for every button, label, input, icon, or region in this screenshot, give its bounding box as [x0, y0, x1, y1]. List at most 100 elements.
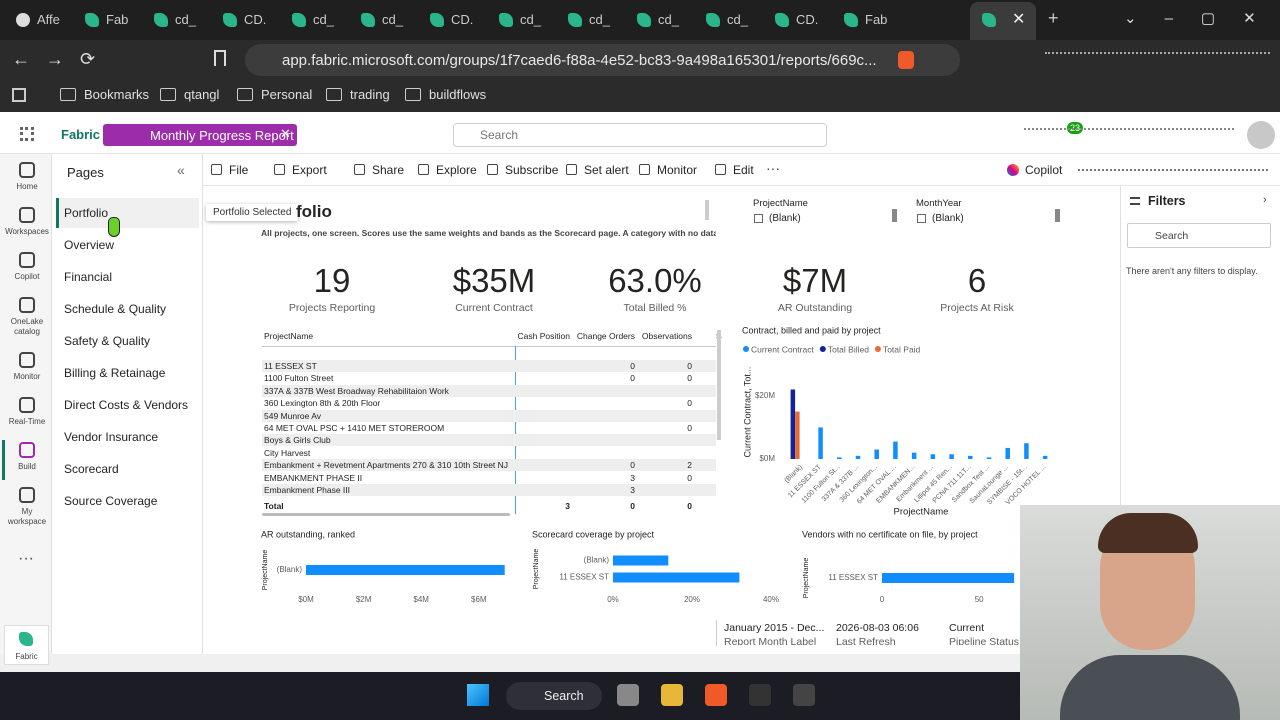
- webcam: [1020, 505, 1280, 720]
- slicer-checkbox[interactable]: [754, 214, 763, 223]
- nav-icon: [19, 487, 35, 503]
- y-axis-title: ProjectName: [803, 558, 810, 599]
- taskbar-app[interactable]: [617, 684, 639, 706]
- tab-icon: [430, 13, 444, 27]
- taskbar-app[interactable]: [749, 684, 771, 706]
- search-placeholder: Search: [480, 128, 519, 142]
- x-tick-label: $4M: [413, 595, 429, 604]
- tab-title: CD.: [244, 12, 267, 27]
- bar: [893, 441, 898, 459]
- nav-more[interactable]: ···: [18, 550, 34, 567]
- app-name[interactable]: Fabric: [61, 127, 101, 142]
- nav-buttons[interactable]: ←→⟳: [12, 49, 112, 69]
- taskbar-search[interactable]: [506, 682, 602, 710]
- taskbar-app[interactable]: [661, 684, 683, 706]
- toolbar-item[interactable]: Share: [372, 163, 405, 177]
- y-tick-label: 11 ESSEX ST: [828, 573, 878, 582]
- bookmark[interactable]: buildflows: [429, 87, 487, 102]
- page-item[interactable]: Portfolio: [64, 206, 109, 220]
- kpi-value: 19: [313, 262, 351, 299]
- new-tab[interactable]: +: [1048, 8, 1059, 28]
- url-field[interactable]: [245, 44, 960, 76]
- filters-title: Filters: [1148, 194, 1186, 208]
- nav-label[interactable]: Home: [16, 182, 38, 191]
- report-pill[interactable]: [103, 124, 297, 146]
- search-box[interactable]: [453, 123, 827, 147]
- table-cell: 0: [630, 460, 635, 471]
- page-item[interactable]: Vendor Insurance: [64, 430, 159, 444]
- nav-label[interactable]: Real-Time: [8, 417, 46, 426]
- bar: [874, 449, 879, 459]
- collapse[interactable]: «: [177, 162, 185, 178]
- y-tick-label: (Blank): [584, 556, 610, 565]
- table-cell: 64 MET OVAL PSC + 1410 MET STOREROOM: [264, 423, 445, 433]
- bookmark[interactable]: trading: [350, 87, 390, 102]
- window-controls[interactable]: ⌄–▢✕: [1124, 10, 1280, 27]
- page-item[interactable]: Financial: [64, 270, 113, 284]
- pill-close[interactable]: ✕: [280, 126, 291, 141]
- page-item[interactable]: Billing & Retainage: [64, 366, 166, 380]
- nav-label[interactable]: Build: [18, 462, 36, 471]
- tab-icon: [982, 13, 996, 27]
- filters-search[interactable]: [1127, 223, 1271, 248]
- filters-expand[interactable]: ›: [1263, 194, 1267, 206]
- table-cell: Embankment Phase III: [264, 485, 350, 495]
- active-tab[interactable]: [970, 2, 1036, 40]
- page-item[interactable]: Safety & Quality: [64, 334, 151, 348]
- folder-icon: [237, 88, 253, 101]
- toolbar-icon: [354, 164, 365, 175]
- table-cell: 549 Munroe Av: [264, 410, 322, 421]
- toolbar-item[interactable]: Monitor: [657, 163, 698, 177]
- nav-label[interactable]: My workspace: [7, 507, 47, 526]
- tab-icon: [568, 13, 582, 27]
- nav-label[interactable]: OneLake catalog: [10, 317, 44, 336]
- table-cell: Embankment + Revetment Apartments 270 & …: [264, 460, 509, 471]
- page-item[interactable]: Direct Costs & Vendors: [64, 398, 189, 412]
- toolbar-item[interactable]: Explore: [436, 163, 477, 177]
- status-strip: [0, 654, 1280, 672]
- page-item[interactable]: Source Coverage: [64, 494, 158, 508]
- bookmark[interactable]: Personal: [261, 87, 313, 102]
- page-item[interactable]: Overview: [64, 238, 115, 252]
- row-band: [262, 434, 716, 447]
- table-cell: 3: [630, 472, 635, 483]
- legend-marker: [874, 346, 881, 352]
- toolbar-item[interactable]: Export: [292, 163, 327, 177]
- bookmark[interactable]: qtangl: [184, 87, 220, 102]
- table-cell: 3: [630, 485, 635, 495]
- toolbar-item[interactable]: Set alert: [584, 163, 629, 177]
- slicer-option: (Blank): [932, 213, 964, 224]
- nav-label[interactable]: Copilot: [14, 272, 40, 281]
- table-cell: 0: [630, 361, 635, 371]
- toolbar-more[interactable]: ···: [766, 160, 780, 176]
- url: app.fabric.microsoft.com/groups/1f7caed6…: [282, 52, 877, 69]
- toolbar-item[interactable]: File: [229, 163, 249, 177]
- avatar[interactable]: [1247, 121, 1275, 149]
- tab-title: Fab: [865, 12, 888, 27]
- scrollbar: [705, 200, 709, 220]
- close-tab[interactable]: ✕: [1012, 11, 1026, 28]
- bar: [613, 555, 669, 566]
- nav-label[interactable]: Workspaces: [5, 227, 49, 236]
- kpi-value: 6: [967, 262, 987, 299]
- table-cell: 0: [687, 423, 692, 433]
- tab-icon: [706, 13, 720, 27]
- taskbar-app[interactable]: [793, 684, 815, 706]
- y-axis-title: Current Contract, Tot...: [742, 367, 752, 458]
- page-item[interactable]: Scorecard: [64, 462, 119, 476]
- copilot[interactable]: Copilot: [1025, 163, 1063, 177]
- toolbar-item[interactable]: Edit: [733, 163, 754, 177]
- row-band: [262, 384, 716, 397]
- tab-title: cd_: [175, 12, 196, 27]
- x-tick-label: 40%: [763, 595, 779, 604]
- toolbar-item[interactable]: Subscribe: [505, 163, 559, 177]
- taskbar-app[interactable]: [705, 684, 727, 706]
- bookmark[interactable]: Bookmarks: [84, 87, 150, 102]
- nav-label[interactable]: Monitor: [13, 372, 41, 381]
- slicer-checkbox[interactable]: [917, 214, 926, 223]
- page-item[interactable]: Schedule & Quality: [64, 302, 167, 316]
- tab-icon: [154, 13, 168, 27]
- bar: [949, 454, 954, 459]
- start[interactable]: [467, 684, 489, 706]
- tab-title: CD.: [796, 12, 819, 27]
